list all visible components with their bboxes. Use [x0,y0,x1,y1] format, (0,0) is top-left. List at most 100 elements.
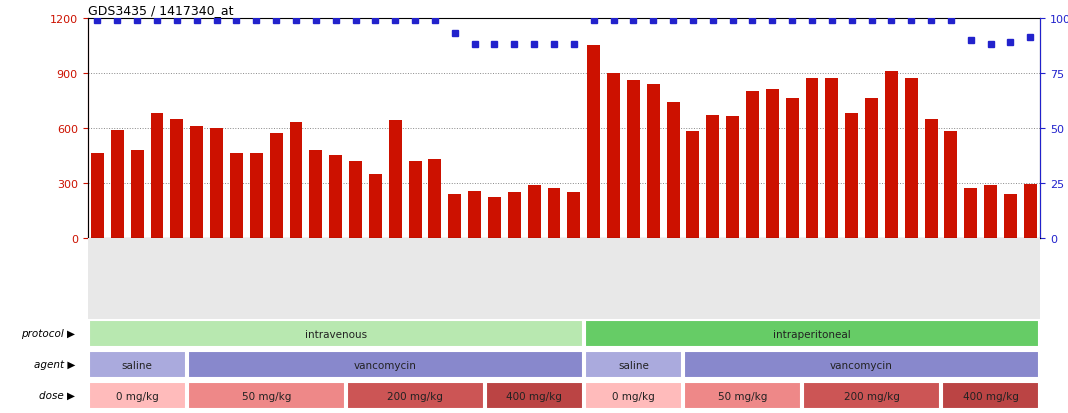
Bar [326,238,346,319]
Text: 50 mg/kg: 50 mg/kg [241,391,290,401]
Bar [747,92,759,238]
Bar [624,238,643,319]
Bar [444,238,465,319]
Bar [449,195,461,238]
FancyBboxPatch shape [347,382,484,409]
Bar [842,238,862,319]
Bar [587,46,600,238]
Text: vancomycin: vancomycin [354,360,417,370]
Bar [548,189,561,238]
Bar [782,238,802,319]
Bar [1024,184,1037,238]
Bar [687,132,700,238]
Bar [428,159,441,238]
Bar [286,238,305,319]
Bar [643,238,663,319]
Text: dose ▶: dose ▶ [38,390,75,400]
Bar [310,150,323,238]
Bar [726,116,739,238]
Bar [389,121,402,238]
Text: 50 mg/kg: 50 mg/kg [718,391,767,401]
Text: saline: saline [618,360,648,370]
Bar [111,130,124,238]
FancyBboxPatch shape [942,382,1039,409]
Bar [405,238,425,319]
FancyBboxPatch shape [585,320,1039,347]
Bar [127,238,147,319]
FancyBboxPatch shape [486,382,583,409]
Bar [488,198,501,238]
Bar [607,74,619,238]
Bar [226,238,247,319]
Text: agent ▶: agent ▶ [33,359,75,369]
Bar [766,90,779,238]
FancyBboxPatch shape [684,382,801,409]
Bar [763,238,782,319]
Bar [822,238,842,319]
Bar [465,238,485,319]
Bar [885,72,898,238]
Bar [230,154,242,238]
Bar [210,128,223,238]
Bar [171,119,184,238]
Bar [567,192,580,238]
Text: 400 mg/kg: 400 mg/kg [962,391,1019,401]
Bar [921,238,941,319]
Bar [88,238,108,319]
Bar [881,238,901,319]
Text: intravenous: intravenous [304,329,366,339]
Bar [289,123,302,238]
Bar [1001,238,1020,319]
Bar [1020,238,1040,319]
Bar [944,132,957,238]
Bar [130,150,143,238]
FancyBboxPatch shape [585,351,682,378]
Bar [207,238,226,319]
FancyBboxPatch shape [89,351,186,378]
Bar [684,238,703,319]
Bar [786,99,799,238]
Text: 0 mg/kg: 0 mg/kg [115,391,158,401]
Bar [964,189,977,238]
Bar [584,238,603,319]
Bar [802,238,822,319]
Bar [187,238,207,319]
Bar [723,238,742,319]
Bar [386,238,405,319]
Bar [524,238,544,319]
Bar [961,238,980,319]
Bar [349,161,362,238]
Text: 200 mg/kg: 200 mg/kg [844,391,899,401]
FancyBboxPatch shape [188,382,345,409]
Text: 200 mg/kg: 200 mg/kg [387,391,443,401]
Bar [980,238,1001,319]
FancyBboxPatch shape [89,382,186,409]
FancyBboxPatch shape [585,382,682,409]
Bar [528,185,540,238]
FancyBboxPatch shape [89,320,583,347]
Bar [108,238,127,319]
Bar [270,134,283,238]
Bar [663,238,682,319]
Bar [91,154,104,238]
Bar [485,238,504,319]
Text: vancomycin: vancomycin [830,360,893,370]
Bar [425,238,444,319]
Bar [247,238,266,319]
FancyBboxPatch shape [188,351,583,378]
Text: intraperitoneal: intraperitoneal [773,329,851,339]
Bar [985,185,998,238]
FancyBboxPatch shape [684,351,1039,378]
Bar [627,81,640,238]
Bar [706,116,719,238]
Bar [826,79,838,238]
Bar [508,192,521,238]
Bar [365,238,386,319]
Bar [167,238,187,319]
Bar [905,79,917,238]
Text: saline: saline [122,360,153,370]
Bar [544,238,564,319]
Bar [925,119,938,238]
Text: protocol ▶: protocol ▶ [21,328,75,338]
Bar [703,238,723,319]
